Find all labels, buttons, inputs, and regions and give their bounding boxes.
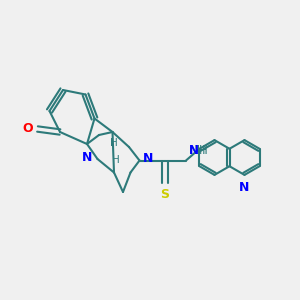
Text: N: N — [239, 181, 250, 194]
Text: N: N — [189, 145, 199, 158]
Text: H: H — [112, 155, 119, 165]
Text: H: H — [199, 145, 207, 158]
Text: O: O — [22, 122, 33, 136]
Text: S: S — [160, 188, 169, 200]
Text: NH: NH — [189, 145, 206, 158]
Text: N: N — [142, 152, 153, 166]
Text: H: H — [110, 138, 118, 148]
Text: N: N — [82, 151, 92, 164]
